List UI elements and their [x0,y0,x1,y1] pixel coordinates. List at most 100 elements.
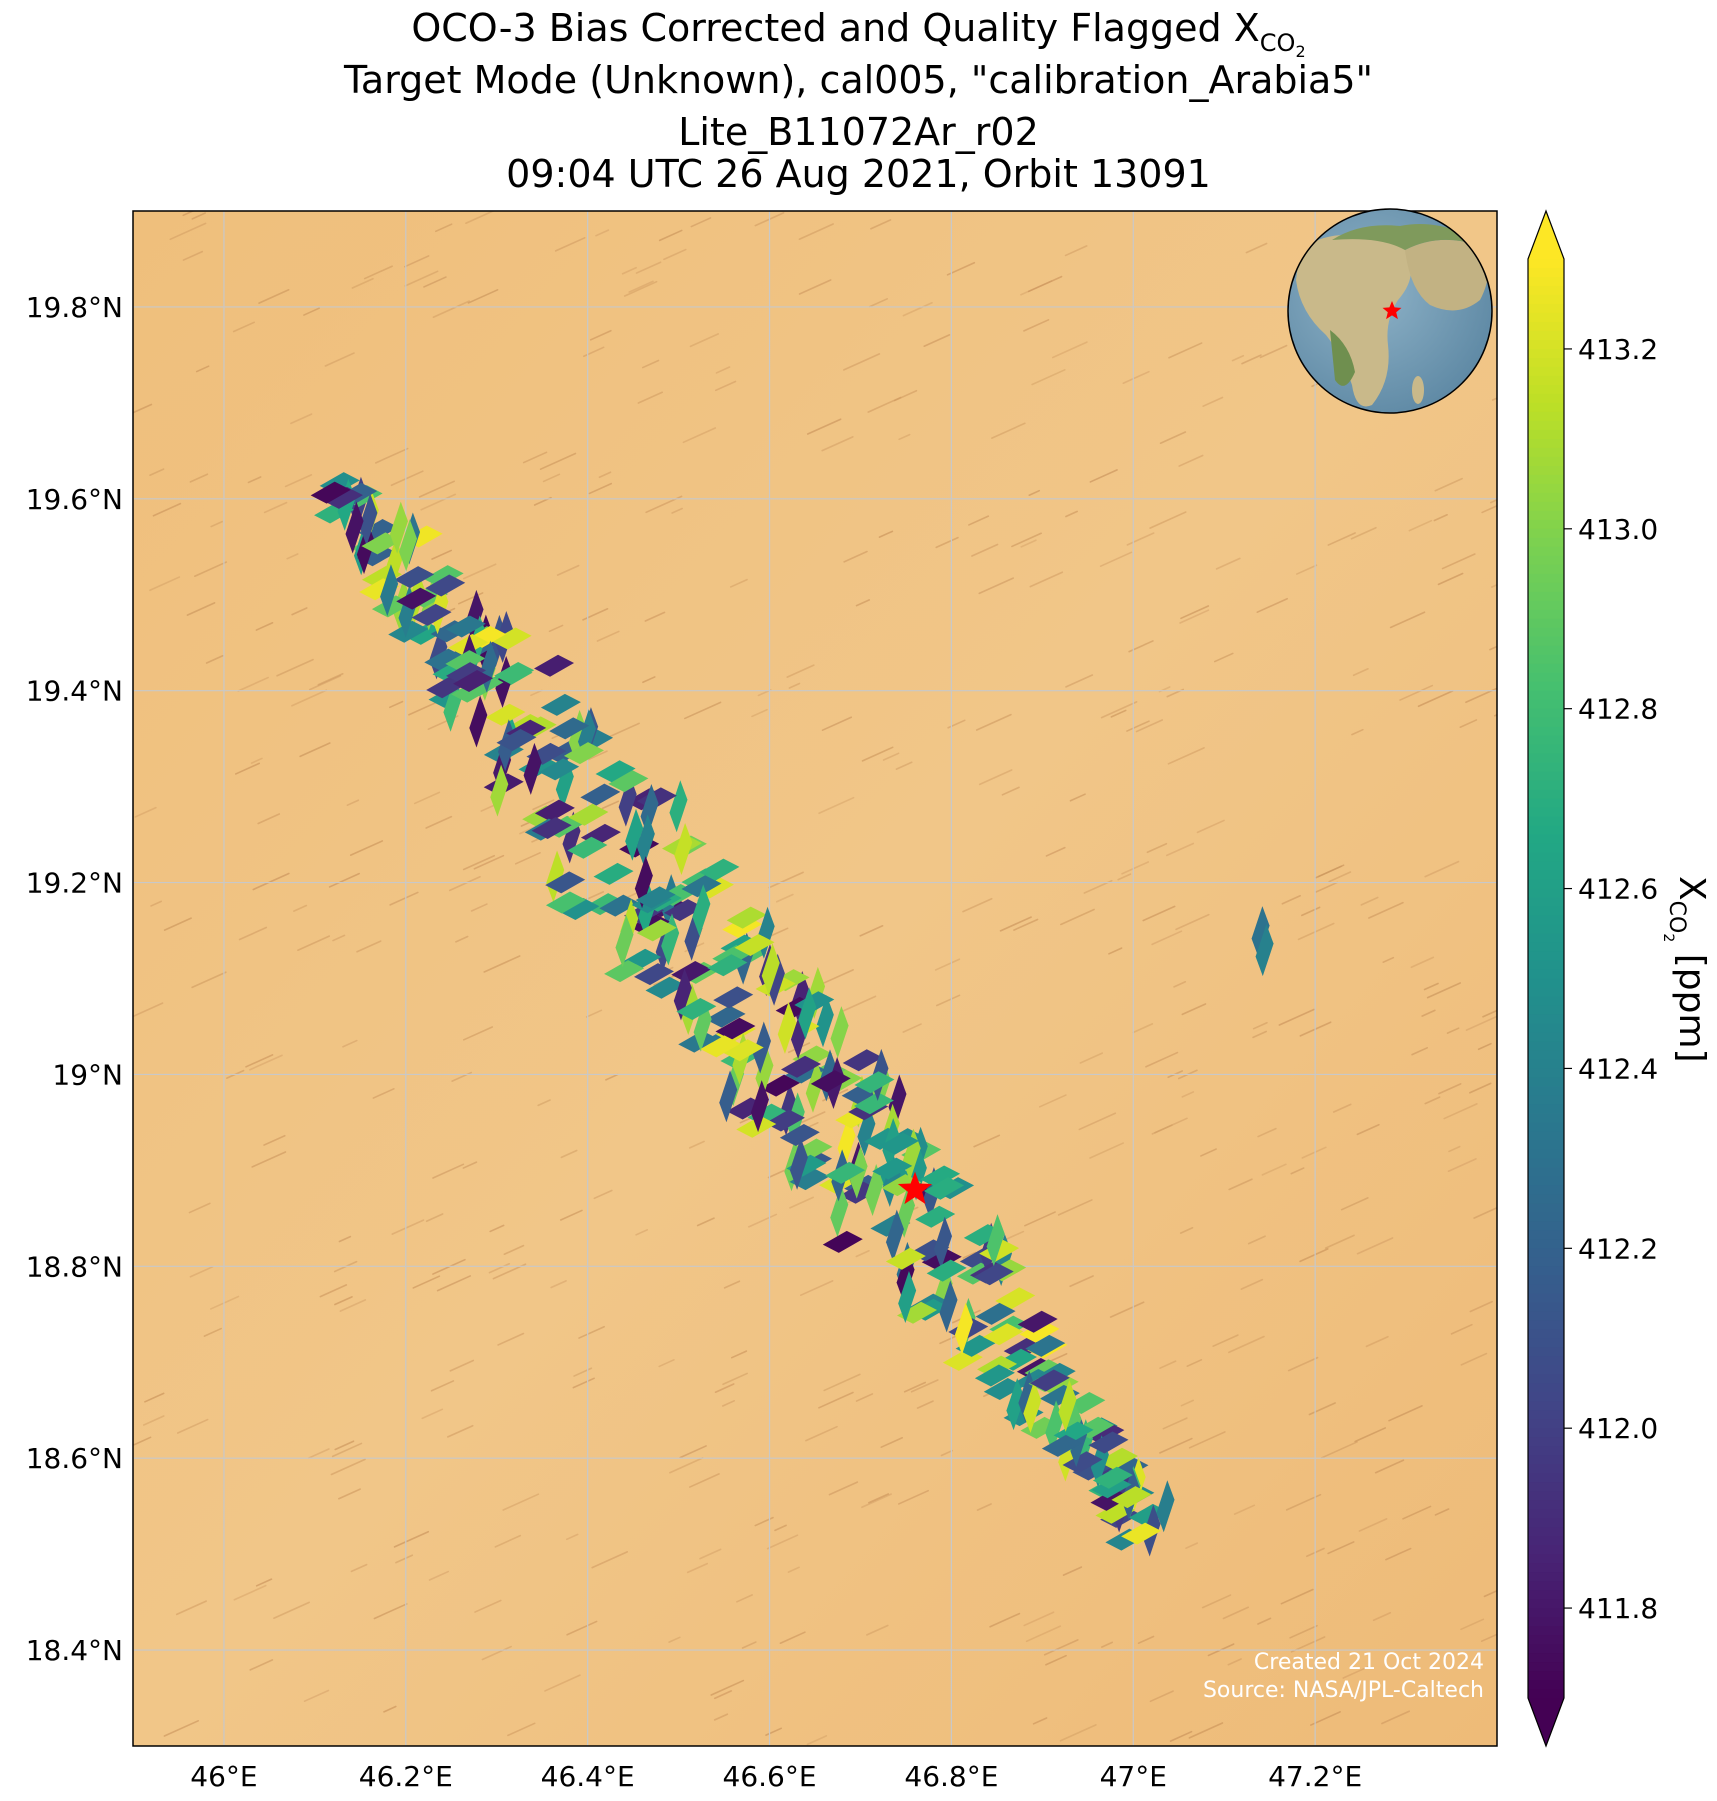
sounding [469,695,488,748]
sounding [897,1301,938,1324]
sounding [1121,1522,1162,1545]
sounding [1088,1431,1129,1454]
sounding [779,1124,820,1147]
xco2-soundings [310,472,1274,1557]
lat-tick-label: 19.6°N [26,483,123,516]
colorbar-extend-max [1528,211,1564,259]
sounding [885,1209,904,1262]
sounding [693,999,712,1052]
sounding [780,1055,821,1078]
sounding [423,565,464,588]
sounding [669,780,688,833]
sounding [1041,1434,1082,1457]
sounding [822,1230,863,1253]
sounding [898,1270,917,1323]
sounding [842,1049,883,1072]
sounding [523,742,542,795]
colorbar-tick-label: 412.8 [1578,693,1658,726]
sounding [830,1185,849,1238]
graticule [133,211,1497,1746]
sounding [634,856,653,909]
sounding [764,1109,805,1132]
title-line1: OCO-3 Bias Corrected and Quality Flagged… [411,6,1260,50]
sounding [755,1045,774,1098]
sounding [924,1177,965,1200]
sounding [635,886,676,909]
sounding [453,670,494,693]
sounding [955,1334,996,1357]
sounding [396,587,437,610]
sounding [546,850,565,903]
sounding [1098,1447,1139,1470]
credit-source: Source: NASA/JPL-Caltech [1202,1678,1484,1703]
sounding [926,1259,967,1282]
sounding [1092,1466,1133,1489]
chart-title: OCO-3 Bias Corrected and Quality Flagged… [0,6,1717,61]
sounding [1017,1310,1058,1333]
sounding [954,1302,973,1355]
colorbar-tick-label: 412.2 [1578,1232,1658,1265]
sounding [933,1216,952,1269]
sounding [549,717,590,740]
sounding [939,1280,958,1333]
sounding [539,758,580,781]
sounding [394,566,435,589]
colorbar-tick-label: 413.0 [1578,513,1658,546]
lon-tick-label: 46.4°E [541,1760,635,1793]
sounding [671,961,712,984]
sounding [865,1164,884,1217]
sounding [663,899,704,922]
lat-tick-label: 19.4°N [26,675,123,708]
sounding [750,1080,769,1133]
lon-tick-label: 46°E [190,1760,257,1793]
sounding [359,493,378,546]
sounding [915,1205,956,1228]
sounding [615,915,634,968]
sounding [1038,1373,1079,1396]
title-line2: Target Mode (Unknown), cal005, "calibrat… [343,58,1373,102]
sounding [681,875,722,898]
sounding [567,836,608,859]
sounding [979,1239,1020,1262]
plot-frame [132,210,1498,1747]
sounding [661,913,680,966]
lat-tick-label: 18.6°N [26,1442,123,1475]
colorbar-tick-label: 412.0 [1578,1412,1658,1445]
sounding [1090,1488,1131,1511]
inset-star-icon [1382,301,1402,320]
sounding [726,906,767,929]
sounding [805,1060,824,1113]
colorbar-tick-label: 413.2 [1578,333,1658,366]
sounding [766,953,785,1006]
lat-tick-label: 19.2°N [26,867,123,900]
lon-tick-label: 47.2°E [1268,1760,1362,1793]
sounding [1111,1486,1152,1509]
sounding [761,943,780,996]
sounding [715,1017,756,1040]
target-star-icon [897,1171,933,1205]
lon-tick-label: 46.8°E [904,1760,998,1793]
sounding [885,1247,926,1270]
sounding [857,1104,876,1157]
sounding [388,620,429,643]
sounding [974,1364,1015,1387]
sounding [398,519,417,572]
sounding [692,884,711,937]
sounding [593,862,634,885]
sounding [975,1302,1016,1325]
sounding [1006,1378,1025,1431]
sounding [920,1165,961,1188]
sounding [580,783,621,806]
sounding [404,622,445,645]
sounding [1023,1381,1042,1434]
sounding [496,728,537,751]
sounding [636,814,655,867]
sounding [973,1263,1014,1286]
sounding [630,913,671,936]
lat-tick-label: 18.4°N [26,1634,123,1667]
sounding [810,1070,851,1093]
sounding [854,1071,895,1094]
sounding [719,1070,738,1123]
credit-created: Created 21 Oct 2024 [1253,1650,1484,1675]
sounding [563,742,604,765]
